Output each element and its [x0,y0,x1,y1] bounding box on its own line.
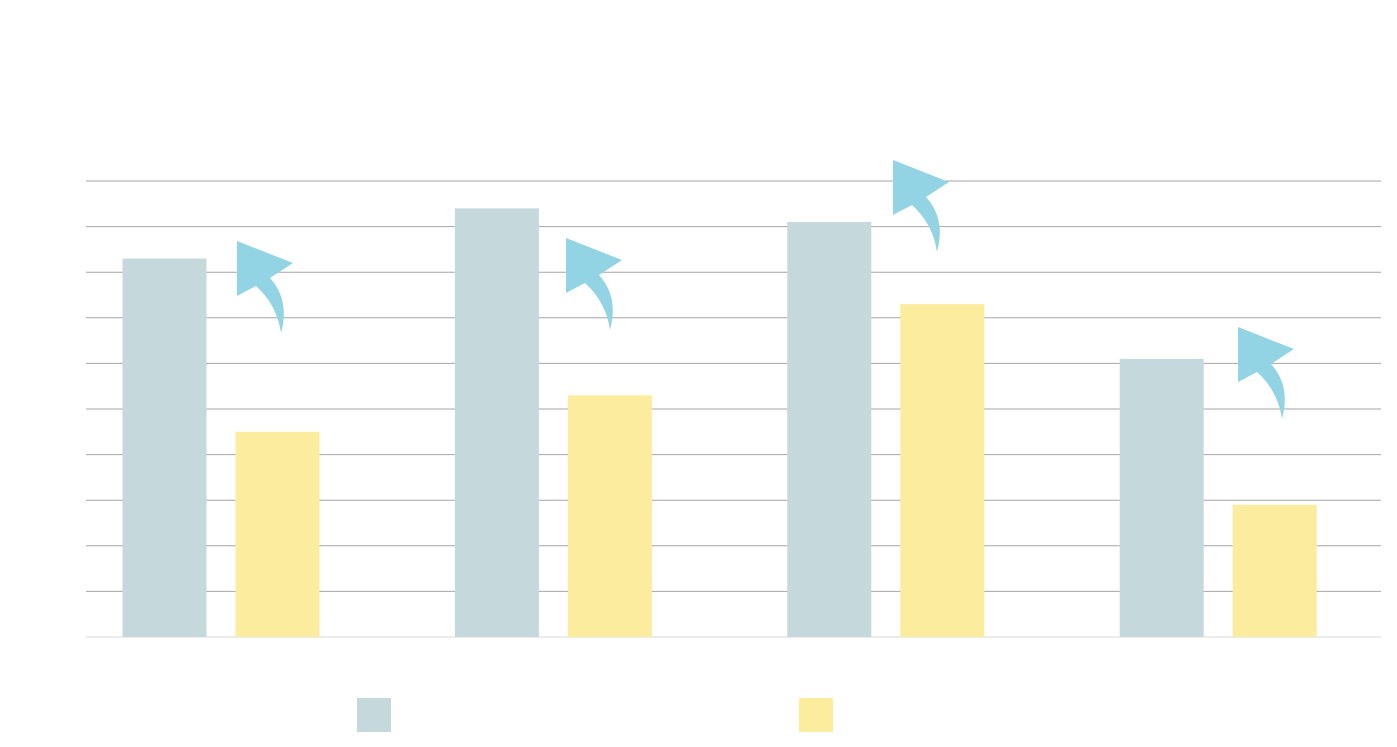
bar [235,431,320,637]
legend-swatch [799,698,833,732]
arrow-icon [237,241,293,333]
arrow-icon [1238,327,1294,419]
legend-swatch [357,698,391,732]
arrows [237,160,1294,419]
bars [122,208,1317,732]
bar [900,304,985,637]
bar [787,222,872,638]
bar [1232,504,1317,637]
arrow-icon [893,160,949,252]
bar [1119,358,1204,637]
bar [567,395,652,637]
bar [122,258,207,637]
arrow-icon [566,238,622,330]
bar [454,208,539,638]
